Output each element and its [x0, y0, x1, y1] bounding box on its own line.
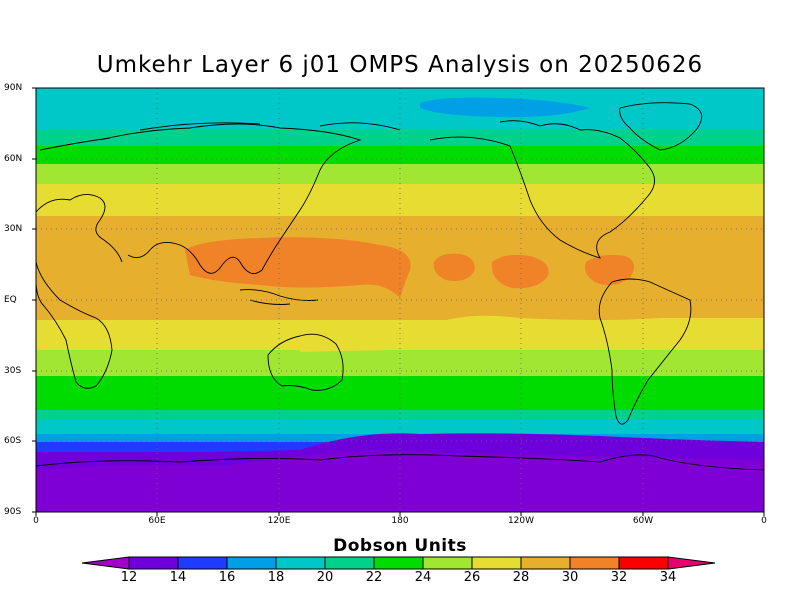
colorbar-segment: [422, 556, 473, 570]
coast-europe-asia: [36, 123, 362, 275]
polar-low-north: [420, 97, 590, 118]
colorbar-segment: [275, 556, 326, 570]
band-28-30-north: [36, 184, 764, 220]
band-20-22-north: [36, 88, 764, 134]
colorbar-segment: [373, 556, 424, 570]
colorbar-tick-label: 14: [169, 570, 187, 585]
coast-antarctica: [36, 454, 764, 471]
coast-africa: [36, 261, 113, 389]
band-24-26-north: [36, 146, 764, 168]
band-24-26-south: [36, 376, 764, 416]
colorbar-tick-label: 20: [316, 570, 334, 585]
band-22-24-north: [36, 130, 764, 150]
coast-greenland: [619, 102, 703, 151]
lat-label: 60N: [4, 154, 23, 164]
colorbar-segment: [324, 556, 375, 570]
lon-label: 120E: [267, 516, 291, 526]
coast-south-america: [598, 278, 692, 425]
coast-australia: [267, 333, 344, 391]
southern-28-bulge: [300, 315, 764, 352]
tropical-high-east: [491, 254, 549, 289]
colorbar-segment: [520, 556, 571, 570]
colorbar-tick-label: 26: [463, 570, 481, 585]
lat-label: 30S: [4, 366, 22, 376]
coastlines: [36, 102, 764, 471]
colorbar-segment: [471, 556, 522, 570]
colorbar-tick-label: 24: [414, 570, 432, 585]
lon-label: 180: [391, 516, 409, 526]
colorbar: [81, 556, 716, 570]
colorbar-tick-label: 18: [267, 570, 285, 585]
antarctic-core: [36, 450, 764, 512]
coast-arctic: [39, 122, 401, 151]
coast-north-america: [429, 120, 655, 259]
lat-label: 60S: [4, 436, 22, 446]
coast-indonesia: [239, 289, 319, 305]
colorbar-tick-label: 34: [659, 570, 677, 585]
colorbar-segment: [618, 556, 669, 570]
colorbar-segment: [569, 556, 620, 570]
axis-ticks: [32, 87, 765, 516]
colorbar-over-triangle: [667, 556, 716, 570]
colorbar-title: Dobson Units: [333, 536, 467, 556]
colorbar-segment: [128, 556, 179, 570]
lon-label: 60W: [632, 516, 654, 526]
tropical-high-center: [433, 253, 475, 281]
antarctic-low: [36, 433, 764, 512]
band-26-28-south: [36, 350, 764, 380]
tropical-high-west: [185, 237, 411, 298]
lat-label: 30N: [4, 224, 23, 234]
lon-label: 0: [33, 516, 39, 526]
colorbar-tick-label: 32: [610, 570, 628, 585]
lon-label: 120W: [507, 516, 535, 526]
colorbar-tick-label: 28: [512, 570, 530, 585]
colorbar-tick-label: 12: [120, 570, 138, 585]
colorbar-tick-label: 30: [561, 570, 579, 585]
colorbar-tick-label: 16: [218, 570, 236, 585]
lon-label: 60E: [148, 516, 166, 526]
lon-label: 0: [761, 516, 767, 526]
lat-label: EQ: [4, 295, 17, 305]
colorbar-under-triangle: [81, 556, 130, 570]
tropical-high-caribbean: [585, 254, 634, 286]
colorbar-tick-label: 22: [365, 570, 383, 585]
colorbar-segment: [177, 556, 228, 570]
graticule: [36, 88, 764, 512]
lat-label: 90N: [4, 83, 23, 93]
map-title: Umkehr Layer 6 j01 OMPS Analysis on 2025…: [96, 52, 704, 78]
colorbar-segment: [226, 556, 277, 570]
lat-label: 90S: [4, 507, 22, 517]
